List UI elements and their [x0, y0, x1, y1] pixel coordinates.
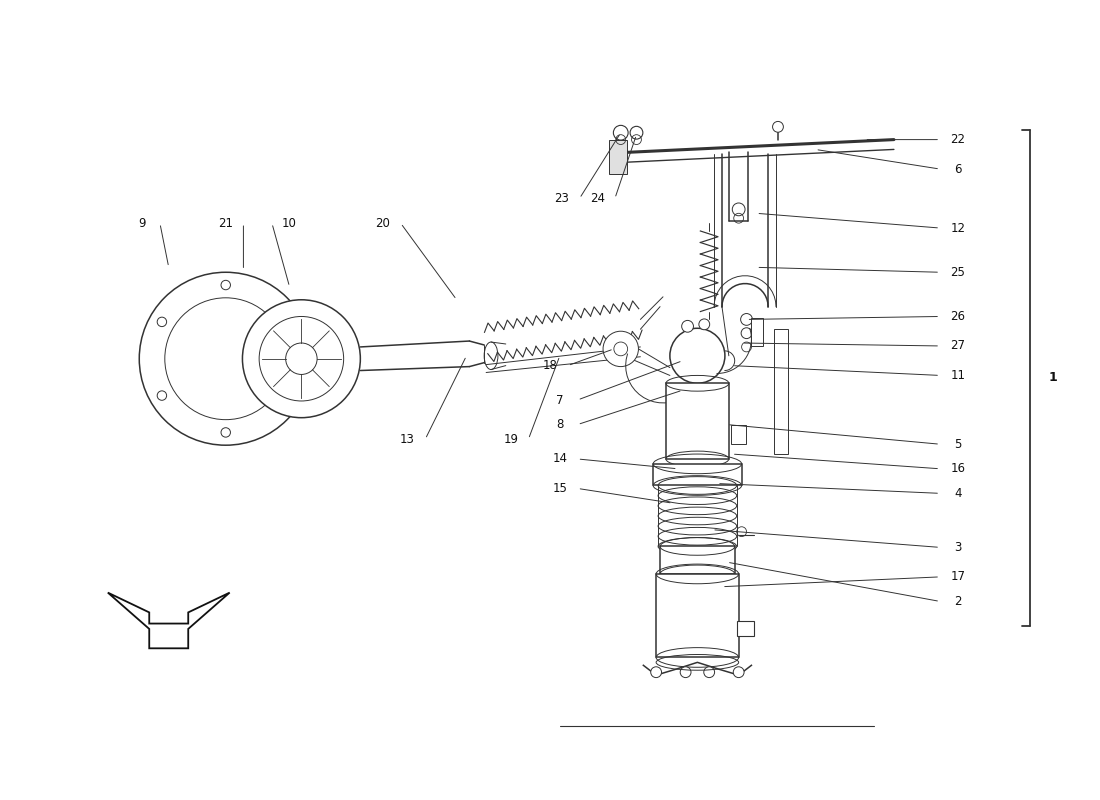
Text: 25: 25 — [950, 266, 965, 278]
Circle shape — [630, 126, 642, 139]
Text: 26: 26 — [950, 310, 966, 323]
Bar — [737, 621, 755, 636]
Circle shape — [140, 272, 312, 446]
Text: 24: 24 — [590, 192, 605, 205]
Circle shape — [740, 314, 752, 326]
Circle shape — [157, 317, 166, 326]
Text: 22: 22 — [950, 133, 966, 146]
Bar — [774, 330, 788, 454]
Bar — [751, 318, 763, 346]
Bar — [666, 383, 729, 459]
Text: 18: 18 — [542, 359, 558, 372]
Text: 4: 4 — [954, 487, 961, 500]
Text: 20: 20 — [375, 217, 390, 230]
Bar — [609, 140, 627, 174]
Text: 14: 14 — [552, 453, 568, 466]
Text: 2: 2 — [954, 595, 961, 608]
Circle shape — [651, 666, 661, 678]
Text: 10: 10 — [283, 217, 297, 230]
Text: 8: 8 — [557, 418, 563, 431]
Circle shape — [614, 126, 628, 140]
Circle shape — [221, 428, 230, 437]
Bar — [660, 546, 735, 574]
Circle shape — [734, 666, 744, 678]
Circle shape — [741, 328, 752, 338]
Circle shape — [733, 203, 745, 216]
Circle shape — [242, 300, 361, 418]
Text: 5: 5 — [954, 438, 961, 450]
Circle shape — [603, 331, 638, 366]
Circle shape — [698, 319, 710, 330]
Circle shape — [704, 666, 715, 678]
Circle shape — [221, 280, 230, 290]
Text: 27: 27 — [950, 339, 966, 353]
Bar — [730, 425, 746, 444]
Text: 13: 13 — [400, 433, 415, 446]
Text: 1: 1 — [1048, 371, 1057, 384]
Text: 19: 19 — [503, 433, 518, 446]
Text: 9: 9 — [139, 217, 146, 230]
Circle shape — [285, 317, 295, 326]
Text: 6: 6 — [954, 162, 961, 175]
Circle shape — [157, 391, 166, 400]
Bar — [653, 464, 741, 486]
Text: 7: 7 — [557, 394, 563, 406]
Text: 17: 17 — [950, 570, 966, 583]
Circle shape — [680, 666, 691, 678]
Text: 15: 15 — [552, 482, 568, 495]
Bar — [656, 574, 739, 658]
Polygon shape — [108, 593, 230, 648]
Text: 12: 12 — [950, 222, 966, 234]
Circle shape — [772, 122, 783, 132]
Text: 16: 16 — [950, 462, 966, 475]
Circle shape — [670, 328, 725, 383]
Text: 23: 23 — [554, 192, 569, 205]
Text: 3: 3 — [954, 541, 961, 554]
Circle shape — [285, 391, 295, 400]
Circle shape — [682, 321, 693, 332]
Text: 21: 21 — [218, 217, 233, 230]
Text: 11: 11 — [950, 369, 966, 382]
